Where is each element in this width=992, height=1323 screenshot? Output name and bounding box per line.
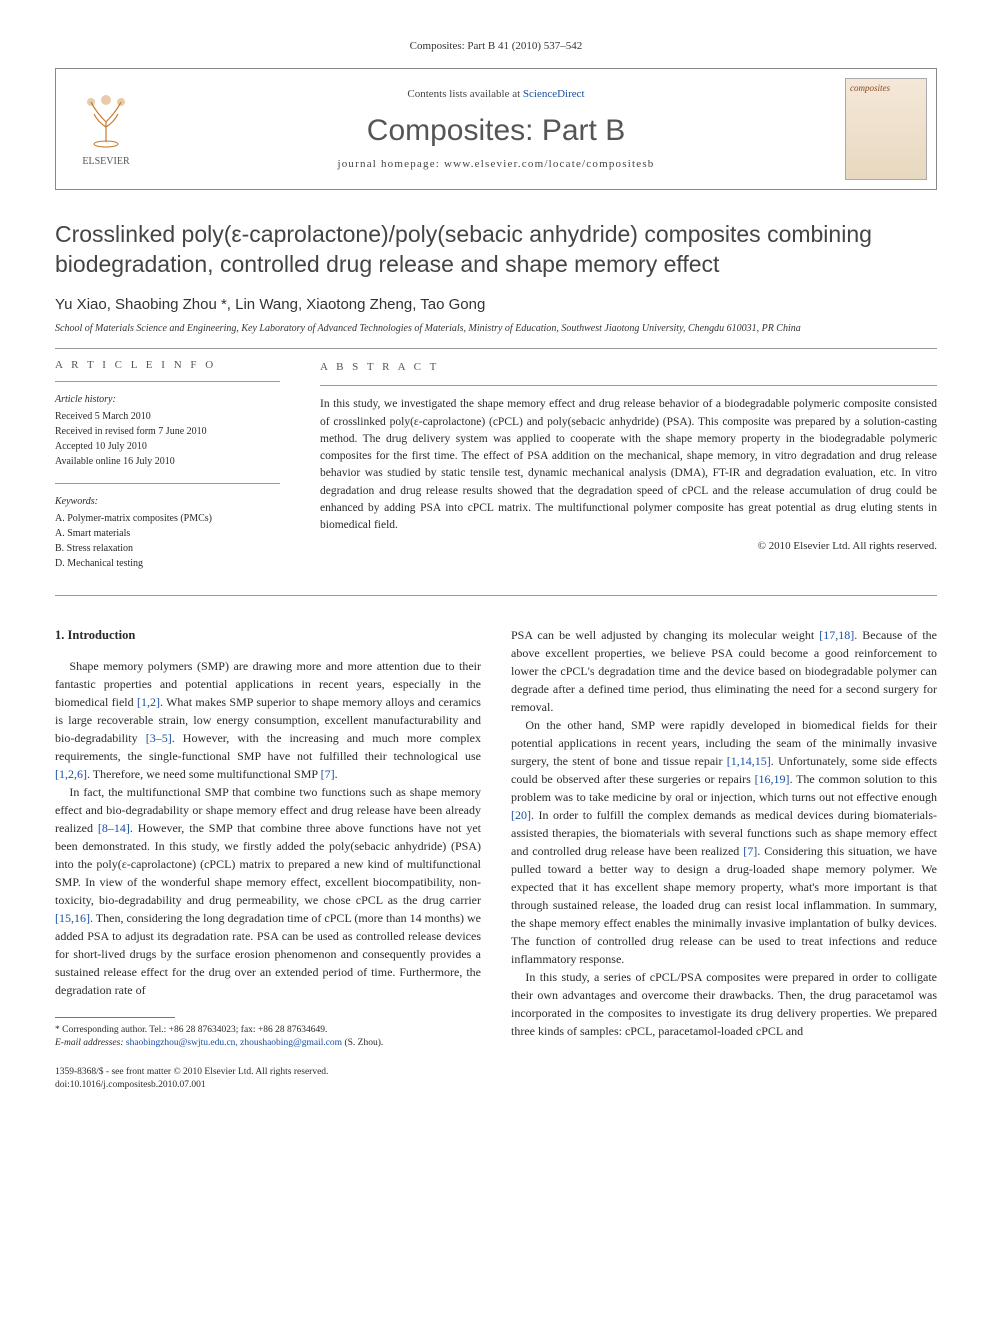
sciencedirect-link[interactable]: ScienceDirect (523, 88, 585, 100)
article-info-heading: A R T I C L E I N F O (55, 359, 280, 371)
intro-paragraph-4: On the other hand, SMP were rapidly deve… (511, 716, 937, 968)
corr-author-line: * Corresponding author. Tel.: +86 28 876… (55, 1024, 481, 1037)
contents-available-line: Contents lists available at ScienceDirec… (407, 88, 584, 100)
author-list: Yu Xiao, Shaobing Zhou *, Lin Wang, Xiao… (55, 296, 937, 313)
cover-label: composites (850, 83, 890, 93)
email-label: E-mail addresses: (55, 1038, 124, 1048)
keyword-line: B. Stress relaxation (55, 541, 280, 556)
journal-banner: ELSEVIER Contents lists available at Sci… (55, 68, 937, 190)
keywords-label: Keywords: (55, 494, 280, 509)
issn-line: 1359-8368/$ - see front matter © 2010 El… (55, 1066, 481, 1079)
history-line: Received 5 March 2010 (55, 409, 280, 424)
abstract-copyright: © 2010 Elsevier Ltd. All rights reserved… (320, 538, 937, 555)
corr-email-suffix: (S. Zhou). (344, 1038, 383, 1048)
intro-paragraph-3: PSA can be well adjusted by changing its… (511, 626, 937, 716)
article-meta-row: A R T I C L E I N F O Article history: R… (55, 359, 937, 585)
abstract-heading: A B S T R A C T (320, 359, 937, 376)
keyword-line: D. Mechanical testing (55, 556, 280, 571)
keywords-block: Keywords: A. Polymer-matrix composites (… (55, 494, 280, 571)
elsevier-tree-icon (76, 92, 136, 152)
journal-title: Composites: Part B (367, 114, 625, 148)
banner-center: Contents lists available at ScienceDirec… (156, 69, 836, 189)
body-two-column: 1. Introduction Shape memory polymers (S… (55, 626, 937, 1093)
footnote-separator (55, 1017, 175, 1018)
column-left: 1. Introduction Shape memory polymers (S… (55, 626, 481, 1093)
corr-email-link[interactable]: shaobingzhou@swjtu.edu.cn, zhoushaobing@… (126, 1038, 342, 1048)
header-citation: Composites: Part B 41 (2010) 537–542 (55, 40, 937, 52)
article-info-block: A R T I C L E I N F O Article history: R… (55, 359, 280, 585)
section-1-heading: 1. Introduction (55, 626, 481, 645)
article-title: Crosslinked poly(ε-caprolactone)/poly(se… (55, 220, 937, 280)
abstract-block: A B S T R A C T In this study, we invest… (320, 359, 937, 585)
divider-top (55, 348, 937, 349)
intro-paragraph-2: In fact, the multifunctional SMP that co… (55, 783, 481, 999)
keyword-line: A. Smart materials (55, 526, 280, 541)
intro-paragraph-1: Shape memory polymers (SMP) are drawing … (55, 657, 481, 783)
corr-email-line: E-mail addresses: shaobingzhou@swjtu.edu… (55, 1037, 481, 1050)
journal-cover-thumbnail: composites (845, 78, 927, 180)
divider-keywords (55, 483, 280, 484)
cover-thumbnail-block: composites (836, 69, 936, 189)
publisher-logo-block: ELSEVIER (56, 69, 156, 189)
intro-paragraph-5: In this study, a series of cPCL/PSA comp… (511, 968, 937, 1040)
journal-homepage: journal homepage: www.elsevier.com/locat… (337, 158, 654, 170)
divider-bottom-meta (55, 595, 937, 596)
divider-info (55, 381, 280, 382)
history-label: Article history: (55, 392, 280, 407)
abstract-text: In this study, we investigated the shape… (320, 396, 937, 534)
keyword-line: A. Polymer-matrix composites (PMCs) (55, 511, 280, 526)
contents-prefix: Contents lists available at (407, 88, 522, 100)
history-line: Received in revised form 7 June 2010 (55, 424, 280, 439)
column-right: PSA can be well adjusted by changing its… (511, 626, 937, 1093)
corresponding-author-footnote: * Corresponding author. Tel.: +86 28 876… (55, 1024, 481, 1051)
affiliation: School of Materials Science and Engineer… (55, 323, 937, 334)
front-matter-block: 1359-8368/$ - see front matter © 2010 El… (55, 1066, 481, 1093)
history-line: Available online 16 July 2010 (55, 454, 280, 469)
publisher-name: ELSEVIER (82, 156, 129, 167)
doi-line: doi:10.1016/j.compositesb.2010.07.001 (55, 1079, 481, 1092)
divider-abstract (320, 385, 937, 386)
article-history: Article history: Received 5 March 2010 R… (55, 392, 280, 469)
history-line: Accepted 10 July 2010 (55, 439, 280, 454)
